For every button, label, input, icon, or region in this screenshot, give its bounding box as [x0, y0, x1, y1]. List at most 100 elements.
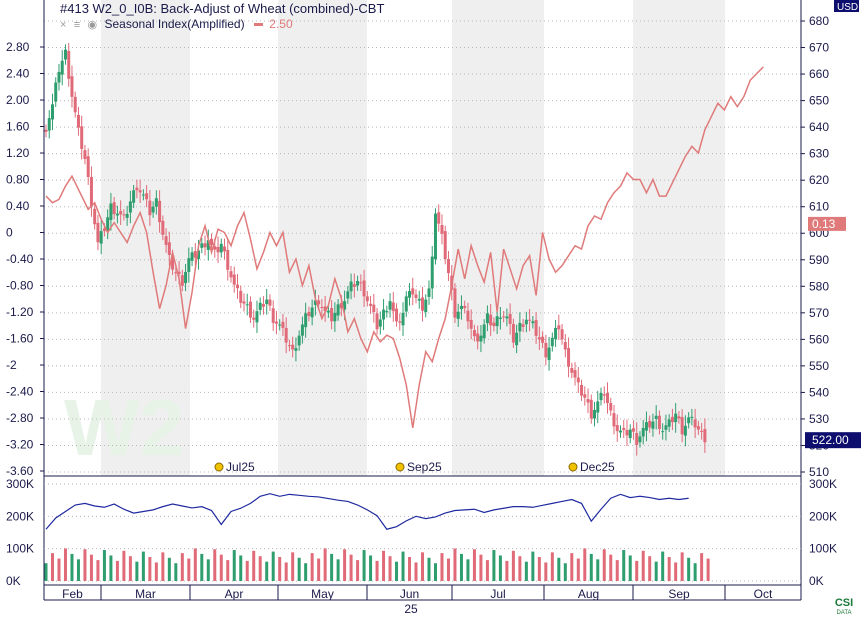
- currency-badge: [834, 0, 859, 12]
- volume-bar: [622, 550, 626, 581]
- volume-bar: [141, 551, 145, 581]
- index-badge-label: 0.13: [812, 217, 836, 231]
- price-candle: [427, 288, 431, 297]
- price-candle: [414, 294, 418, 298]
- volume-bar: [297, 557, 301, 581]
- volume-bar: [239, 555, 243, 581]
- price-candle: [557, 325, 561, 330]
- price-candle: [102, 228, 106, 232]
- price-candle: [508, 313, 512, 324]
- price-candle: [190, 252, 194, 261]
- right-tick-label: 620: [809, 173, 829, 187]
- svg-text:CSI: CSI: [835, 597, 853, 609]
- price-candle: [281, 321, 285, 328]
- price-candle: [476, 333, 480, 342]
- price-candle: [550, 337, 554, 347]
- price-candle: [456, 311, 460, 319]
- price-candle: [122, 214, 126, 216]
- volume-bar: [550, 552, 554, 581]
- left-tick-label: -3.60: [6, 464, 34, 478]
- price-candle: [164, 236, 168, 245]
- right-tick-label: 530: [809, 412, 829, 426]
- price-candle: [343, 301, 347, 310]
- price-candle: [330, 308, 334, 322]
- price-candle: [248, 301, 252, 318]
- volume-bar: [375, 560, 379, 581]
- eye-icon[interactable]: ◉: [87, 19, 98, 31]
- price-candle: [362, 280, 366, 297]
- price-candle: [372, 304, 376, 313]
- volume-bar: [63, 548, 67, 581]
- close-icon[interactable]: ×: [60, 19, 67, 31]
- volume-right-tick-label: 300K: [809, 477, 837, 491]
- price-candle: [255, 311, 259, 323]
- price-candle: [700, 430, 704, 432]
- price-candle: [359, 282, 363, 284]
- right-tick-label: 660: [809, 67, 829, 81]
- volume-left-tick-label: 200K: [6, 509, 34, 523]
- price-candle: [193, 251, 197, 258]
- left-tick-label: -1.60: [6, 332, 34, 346]
- price-candle: [683, 425, 687, 436]
- currency-label: USD: [837, 2, 858, 13]
- price-candle: [83, 150, 87, 159]
- volume-bar: [83, 549, 87, 581]
- price-candle: [677, 416, 681, 419]
- price-candle: [125, 213, 129, 218]
- price-candle: [210, 238, 214, 245]
- settings-icon[interactable]: ≡: [73, 19, 81, 31]
- volume-bar: [310, 553, 314, 581]
- price-candle: [489, 314, 493, 326]
- volume-bar: [388, 556, 392, 581]
- price-candle: [89, 176, 93, 207]
- volume-bar: [343, 549, 347, 581]
- price-candle: [531, 321, 535, 324]
- price-candle: [612, 413, 616, 427]
- price-candle: [618, 430, 622, 433]
- volume-bar: [258, 556, 262, 581]
- volume-bar: [453, 548, 457, 581]
- price-candle: [433, 213, 437, 260]
- volume-bar: [427, 557, 431, 581]
- price-candle: [50, 104, 54, 120]
- left-tick-label: -2.40: [6, 385, 34, 399]
- volume-bar: [661, 551, 665, 581]
- price-candle: [511, 323, 515, 343]
- volume-bar: [200, 553, 204, 581]
- price-candle: [274, 321, 278, 324]
- volume-bar: [115, 560, 119, 581]
- volume-bar: [583, 548, 587, 581]
- volume-bar: [492, 550, 496, 581]
- volume-bar: [232, 550, 236, 581]
- open-interest-line: [45, 493, 689, 530]
- price-candle: [446, 258, 450, 274]
- price-candle: [495, 316, 499, 327]
- volume-bar: [680, 552, 684, 581]
- price-candle: [284, 327, 288, 343]
- price-candle: [261, 304, 265, 307]
- price-candle: [648, 420, 652, 428]
- right-tick-label: 640: [809, 120, 829, 134]
- price-candle: [141, 194, 145, 196]
- price-candle: [268, 299, 272, 306]
- right-tick-label: 560: [809, 332, 829, 346]
- volume-bar: [76, 559, 80, 581]
- price-candle: [99, 231, 103, 244]
- price-candle: [583, 394, 587, 398]
- price-candle: [235, 284, 239, 289]
- price-candle: [524, 319, 528, 325]
- price-candle: [654, 415, 658, 419]
- price-candle: [657, 415, 661, 430]
- price-candle: [586, 399, 590, 403]
- price-candle: [320, 306, 324, 308]
- volume-bar: [570, 553, 574, 581]
- volume-bar: [382, 550, 386, 581]
- right-tick-label: 580: [809, 279, 829, 293]
- price-candle: [528, 319, 532, 321]
- price-candle: [492, 322, 496, 327]
- right-tick-label: 630: [809, 147, 829, 161]
- price-candle: [395, 308, 399, 322]
- volume-bar: [472, 549, 476, 581]
- volume-bar: [395, 561, 399, 581]
- price-candle: [693, 419, 697, 428]
